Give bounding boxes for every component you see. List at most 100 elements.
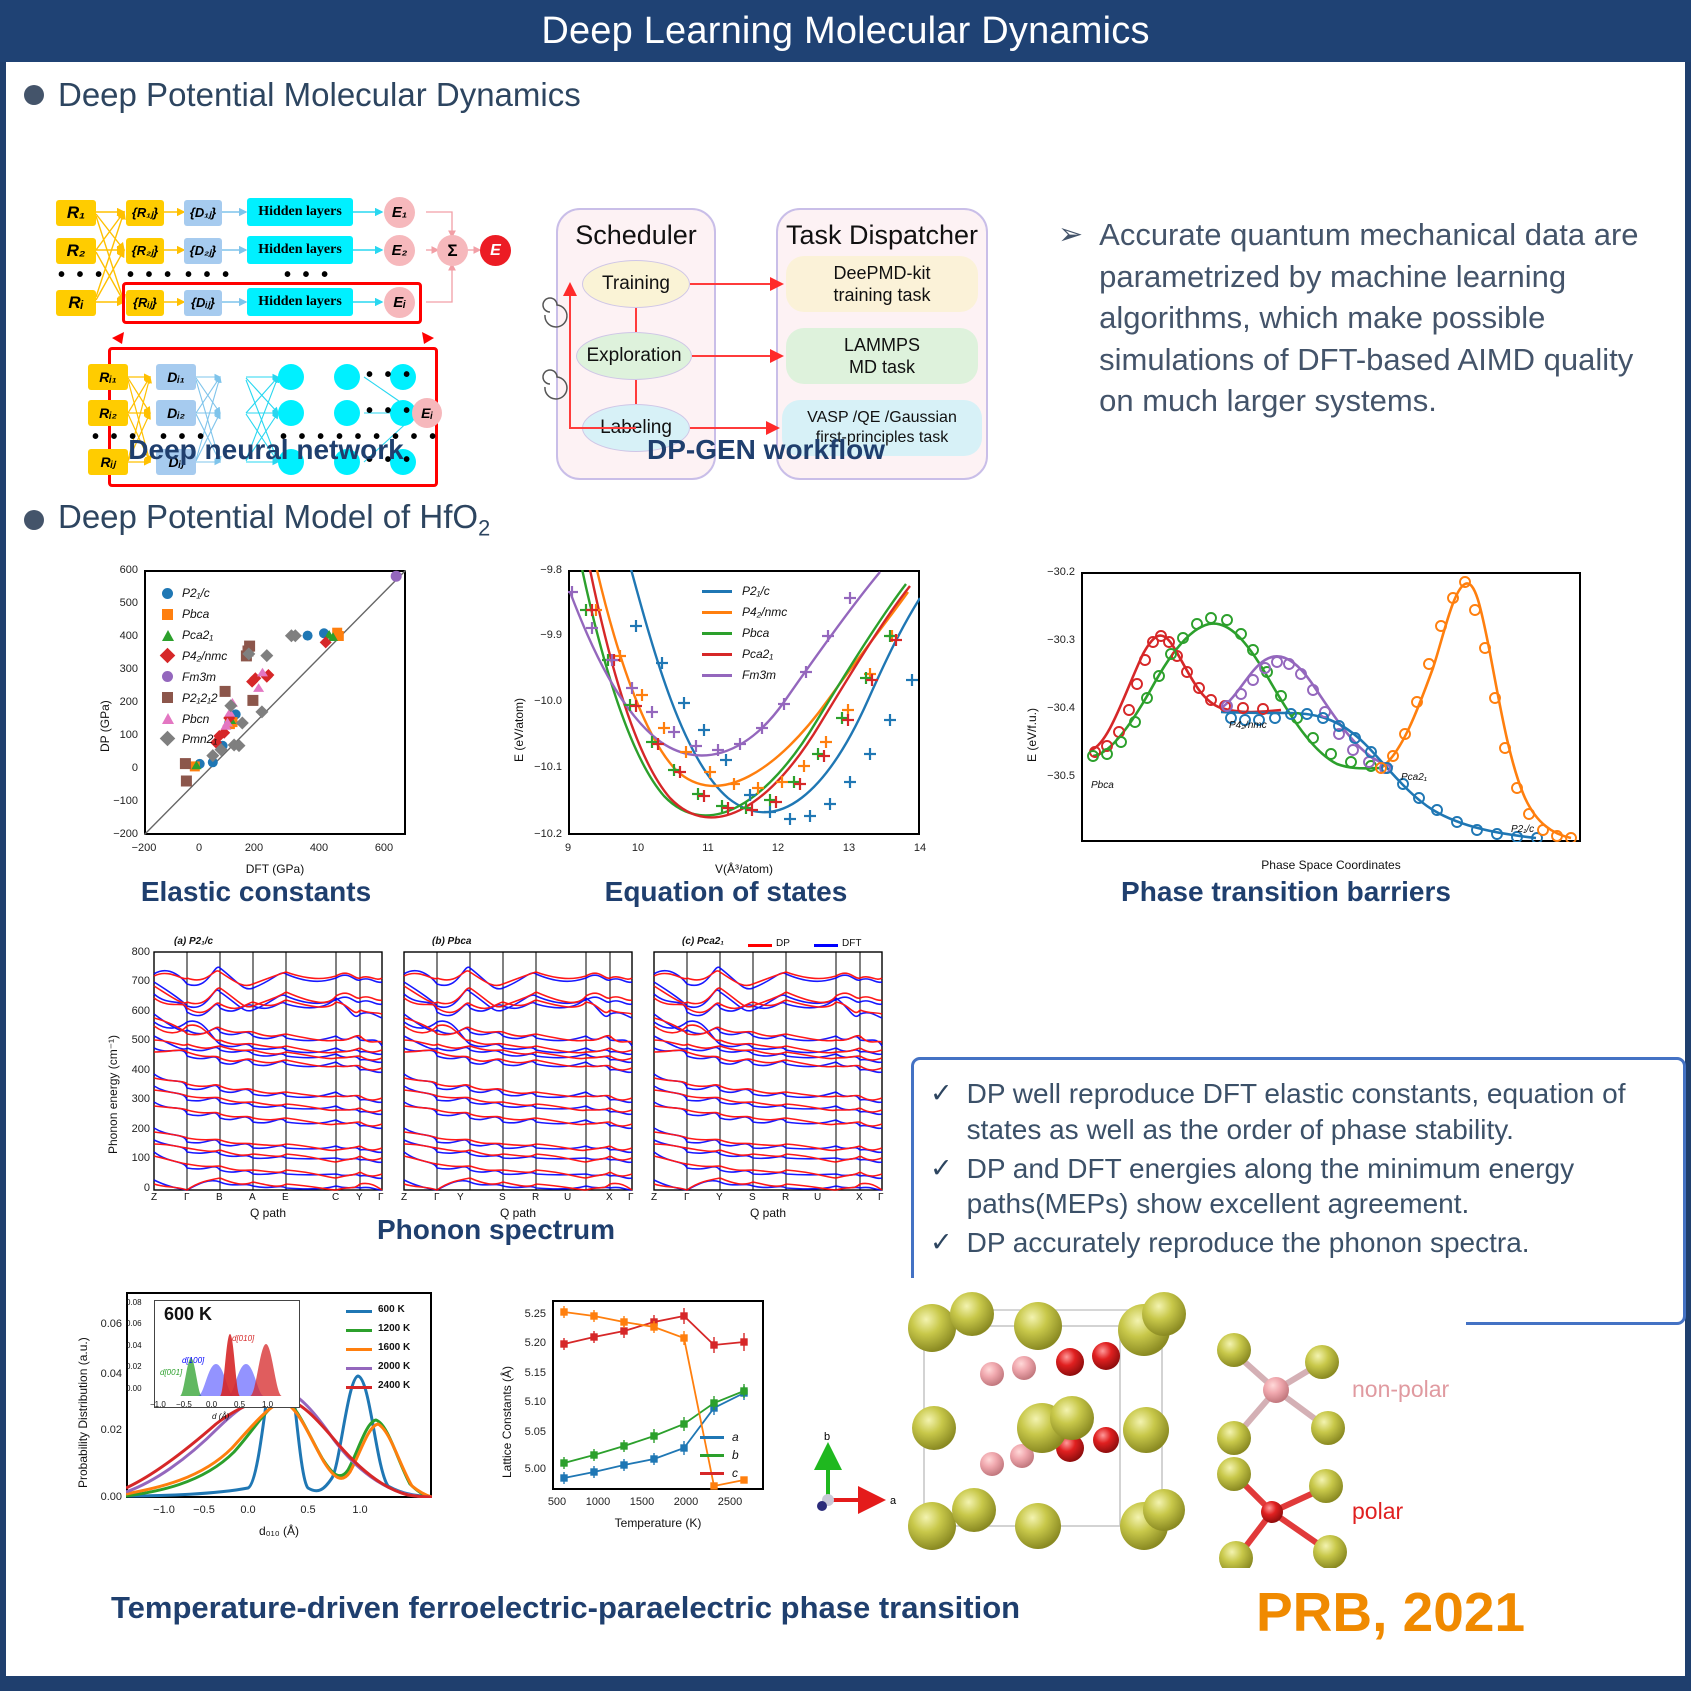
stage-training[interactable]: Training bbox=[582, 260, 690, 308]
nn-hidden-layers-1: Hidden layers bbox=[247, 198, 353, 226]
svg-text:a: a bbox=[890, 1495, 897, 1507]
legend-swatch-pbcn bbox=[162, 713, 174, 724]
chart-phonon-spectrum: (a) P2₁/c (b) Pbca (c) Pca2₁ bbox=[102, 934, 922, 1224]
workflow-arrows-svg bbox=[542, 277, 784, 435]
prob-inset-label: 600 K bbox=[164, 1304, 213, 1324]
nn-total-energy-node: E bbox=[480, 235, 511, 266]
legend-label-eos-p42nmc: P4₂/nmc bbox=[742, 605, 788, 619]
task-deepmd[interactable]: DeePMD-kit training task bbox=[786, 256, 978, 312]
phonon-qpoint-a: C bbox=[332, 1192, 340, 1203]
nn-dset-i: {Dᵢⱼ} bbox=[184, 290, 222, 316]
nn-hidden-ellipsis: • • • bbox=[284, 264, 332, 286]
phonon-qpoint-a: E bbox=[282, 1192, 289, 1203]
nn-sum-node: Σ bbox=[437, 235, 468, 266]
nn-zoom-desc-2: Dᵢ₂ bbox=[156, 400, 196, 426]
stage-labeling[interactable]: Labeling bbox=[582, 404, 690, 452]
prob-curves-svg bbox=[126, 1328, 432, 1498]
nn-hidden-node bbox=[334, 400, 360, 426]
prob-inset-xtick: 0.0 bbox=[206, 1400, 218, 1409]
nn-input-ellipsis: • • • bbox=[58, 264, 106, 286]
nn-hidden-node bbox=[390, 400, 416, 426]
phonon-ytick: 700 bbox=[131, 975, 150, 987]
prob-legend-label-2400: 2400 K bbox=[378, 1380, 411, 1391]
checklist-item: ✓ DP accurately reproduce the phonon spe… bbox=[930, 1225, 1669, 1261]
prob-legend-label-1600: 1600 K bbox=[378, 1342, 411, 1353]
nn-input-ri: Rᵢ bbox=[56, 290, 96, 316]
phonon-ytick: 600 bbox=[131, 1005, 150, 1017]
phonon-xlabel-c: Q path bbox=[749, 1206, 787, 1220]
prob-legend-label-2000: 2000 K bbox=[378, 1361, 411, 1372]
nn-rset-1: {R₁ⱼ} bbox=[126, 200, 164, 226]
phonon-bands-svg bbox=[153, 951, 883, 1191]
phonon-xlabel-a: Q path bbox=[249, 1206, 287, 1220]
nn-hidden-node bbox=[390, 449, 416, 475]
eos-xtick: 12 bbox=[771, 842, 785, 854]
legend-label-pbcn: Pbcn bbox=[182, 712, 210, 726]
prob-legend-swatch-1200 bbox=[346, 1329, 372, 1332]
eos-ytick: −10.1 bbox=[534, 761, 562, 773]
lattice-ytick: 5.00 bbox=[524, 1463, 546, 1475]
arrow-bullet-icon: ➢ bbox=[1058, 218, 1084, 251]
crystal-structure-svg: b a bbox=[814, 1292, 1347, 1568]
phonon-legend-label-dft: DFT bbox=[842, 938, 862, 949]
lattice-xlabel: Temperature (K) bbox=[614, 1516, 702, 1530]
legend-swatch-p21c bbox=[162, 588, 173, 599]
prob-inset-annotation-d001: d[001] bbox=[160, 1368, 183, 1377]
lattice-legend-swatch-b bbox=[700, 1454, 724, 1457]
legend-label-p21212: P2₁2₁2 bbox=[182, 691, 218, 705]
prob-inset-annotation-d100: d[100] bbox=[182, 1356, 205, 1365]
svg-text:b: b bbox=[824, 1431, 830, 1443]
bullet-label-1: Deep Potential Molecular Dynamics bbox=[58, 76, 581, 113]
nn-zoom-h5-ellipsis: • • • bbox=[366, 449, 414, 471]
elastic-ytick: 600 bbox=[119, 564, 138, 576]
phonon-qpoint-b: S bbox=[499, 1192, 506, 1203]
nn-energy-1: E₁ bbox=[384, 197, 415, 228]
bullet-label-2: Deep Potential Model of HfO bbox=[58, 498, 479, 535]
elastic-xtick: 200 bbox=[244, 842, 264, 854]
caption-phonon-spectrum: Phonon spectrum bbox=[376, 1214, 615, 1245]
eos-xtick: 10 bbox=[631, 842, 645, 854]
nn-row-highlight-frame bbox=[122, 282, 422, 324]
elastic-xlabel: DFT (GPa) bbox=[245, 862, 305, 876]
task-firstprinciples[interactable]: VASP /QE /Gaussian first-principles task bbox=[782, 400, 982, 456]
prob-inset-ytick: 0.04 bbox=[126, 1341, 142, 1350]
phonon-ytick: 100 bbox=[131, 1152, 150, 1164]
summary-text-block: ➢ Accurate quantum mechanical data are p… bbox=[1058, 214, 1658, 422]
eos-ytick: −9.9 bbox=[540, 629, 562, 641]
phonon-ytick: 200 bbox=[131, 1123, 150, 1135]
nn-hidden-layers-i: Hidden layers bbox=[247, 288, 353, 316]
nn-zoom-energy-out: Eᵢ bbox=[412, 398, 442, 428]
stage-exploration[interactable]: Exploration bbox=[576, 332, 692, 380]
task-lammps[interactable]: LAMMPS MD task bbox=[786, 328, 978, 384]
lattice-legend-swatch-c bbox=[700, 1472, 724, 1475]
lattice-legend-label-b: b bbox=[732, 1448, 739, 1462]
eos-ytick: −10.2 bbox=[534, 828, 562, 840]
legend-label-fm3m: Fm3m bbox=[182, 670, 216, 684]
prob-inset-ytick: 0.00 bbox=[126, 1384, 142, 1393]
eos-xlabel: V(Å³/atom) bbox=[714, 862, 773, 876]
chart-equation-of-states: P2₁/c P4₂/nmc Pbca Pca2₁ Fm3m −9.8 −9.9 … bbox=[506, 562, 936, 882]
prob-xtick: 0.5 bbox=[300, 1504, 316, 1516]
phonon-ytick: 300 bbox=[131, 1093, 150, 1105]
nn-zoom-desc-ellipsis: • • • bbox=[160, 426, 208, 448]
nn-connections-svg bbox=[95, 207, 482, 466]
phonon-qpoint-c: Γ bbox=[684, 1192, 690, 1203]
prob-inset-svg bbox=[180, 1334, 282, 1396]
legend-label-p21c: P2₁/c bbox=[182, 586, 210, 600]
barriers-ytick: −30.2 bbox=[1047, 566, 1075, 578]
barriers-xlabel: Phase Space Coordinates bbox=[1261, 858, 1401, 872]
nn-dset-2: {D₂ⱼ} bbox=[184, 238, 222, 264]
prob-inset-xtick: −1.0 bbox=[150, 1400, 166, 1409]
legend-label-p42nmc: P4₂/nmc bbox=[182, 649, 228, 663]
caption-deep-neural-network: Deep neural network bbox=[128, 434, 404, 465]
phonon-qpoint-a: B bbox=[216, 1192, 223, 1203]
nn-hidden-layers-2: Hidden layers bbox=[247, 236, 353, 264]
elastic-ytick: 200 bbox=[119, 696, 138, 708]
prob-xtick: −1.0 bbox=[153, 1504, 175, 1516]
prob-inset-xlabel: d (Å) bbox=[212, 1412, 230, 1421]
nn-dset-ellipsis: • • • bbox=[185, 264, 233, 286]
elastic-ytick: 500 bbox=[119, 597, 138, 609]
lattice-ytick: 5.10 bbox=[524, 1396, 546, 1408]
zoom-arrow-left-icon bbox=[112, 332, 124, 344]
lattice-ytick: 5.05 bbox=[524, 1426, 546, 1438]
